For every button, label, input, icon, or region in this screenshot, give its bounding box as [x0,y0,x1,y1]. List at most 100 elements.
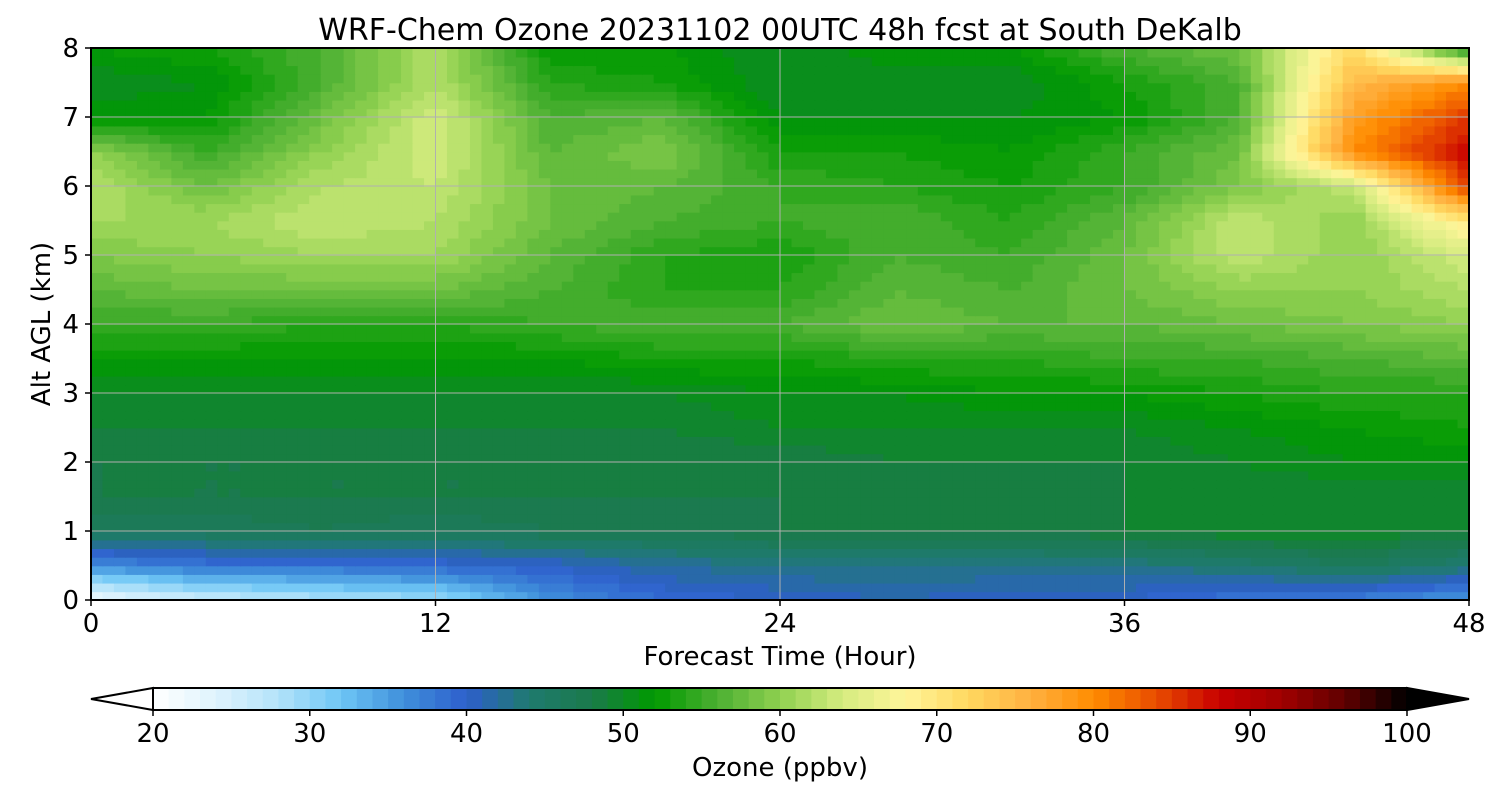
heatmap-cell [986,470,999,481]
heatmap-cell [1227,574,1241,584]
heatmap-cell [848,462,862,472]
heatmap-cell [355,453,368,463]
heatmap-cell [194,349,207,360]
heatmap-cell [1009,470,1022,481]
heatmap-cell [653,418,666,429]
heatmap-cell [113,375,127,386]
heatmap-cell [378,298,391,308]
heatmap-cell [1021,522,1034,532]
heatmap-cell [1388,298,1401,308]
heatmap-cell [906,306,919,317]
heatmap-cell [1078,591,1091,600]
heatmap-cell [1331,324,1344,334]
heatmap-cell [240,315,253,325]
heatmap-cell [469,358,483,368]
heatmap-cell [1239,401,1252,412]
heatmap-cell [435,582,448,593]
heatmap-cell [435,548,448,558]
heatmap-cell [1181,418,1195,429]
heatmap-cell [780,556,793,567]
heatmap-cell [848,531,862,541]
heatmap-cell [745,349,758,360]
heatmap-cell [515,298,529,308]
heatmap-cell [757,522,770,532]
heatmap-cell [446,513,460,524]
heatmap-cell [1090,462,1103,472]
heatmap-cell [332,436,345,446]
heatmap-cell [424,306,437,317]
heatmap-cell [1193,444,1206,455]
heatmap-cell [1227,548,1241,558]
heatmap-cell [665,539,678,550]
heatmap-cell [1193,522,1206,532]
heatmap-cell [1101,280,1114,291]
heatmap-cell [1285,410,1298,420]
heatmap-cell [492,298,506,308]
heatmap-cell [435,470,448,481]
heatmap-cell [1044,556,1057,567]
heatmap-cell [469,565,483,575]
heatmap-cell [1158,341,1172,351]
heatmap-cell [492,315,506,325]
heatmap-cell [1377,462,1390,472]
heatmap-cell [653,367,666,377]
heatmap-cell [1342,289,1355,299]
heatmap-cell [584,367,598,377]
heatmap-cell [171,591,184,600]
heatmap-cell [1388,246,1401,256]
heatmap-cell [136,341,150,351]
heatmap-cell [688,401,701,412]
heatmap-cell [791,393,804,403]
heatmap-cell [1388,315,1401,325]
heatmap-cell [1101,505,1114,515]
heatmap-cell [309,280,322,291]
heatmap-cell [320,591,333,600]
heatmap-cell [481,315,494,325]
heatmap-cell [389,565,402,575]
heatmap-cell [1032,375,1045,386]
heatmap-cell [780,315,793,325]
heatmap-cell [194,496,207,506]
heatmap-cell [1308,531,1321,541]
heatmap-cell [1216,384,1229,394]
heatmap-cell [1193,556,1206,567]
heatmap-cell [653,513,666,524]
heatmap-cell [1308,315,1321,325]
heatmap-cell [1285,496,1298,506]
heatmap-cell [550,436,563,446]
heatmap-cell [240,237,253,248]
heatmap-cell [113,513,127,524]
heatmap-cell [182,427,196,437]
heatmap-cell [665,531,678,541]
heatmap-cell [722,574,735,584]
heatmap-cell [676,306,689,317]
heatmap-cell [515,479,529,489]
heatmap-cell [1446,522,1459,532]
heatmap-cell [159,418,173,429]
heatmap-cell [722,341,735,351]
heatmap-cell [1239,574,1252,584]
heatmap-cell [1262,487,1275,498]
heatmap-cell [136,444,150,455]
heatmap-cell [171,505,184,515]
heatmap-cell [1113,410,1126,420]
heatmap-cell [515,462,529,472]
heatmap-cell [251,246,265,256]
heatmap-cell [274,462,288,472]
heatmap-cell [1181,444,1195,455]
heatmap-cell [607,315,621,325]
heatmap-cell [607,453,621,463]
heatmap-cell [871,539,885,550]
heatmap-cell [113,358,127,368]
heatmap-cell [860,513,873,524]
heatmap-cell [1067,574,1080,584]
heatmap-cell [343,565,356,575]
heatmap-cell [113,436,127,446]
heatmap-cell [1365,470,1378,481]
heatmap-cell [780,565,793,575]
heatmap-cell [424,479,437,489]
heatmap-cell [1239,513,1252,524]
heatmap-cell [136,358,150,368]
heatmap-cell [1273,574,1287,584]
heatmap-cell [550,246,563,256]
